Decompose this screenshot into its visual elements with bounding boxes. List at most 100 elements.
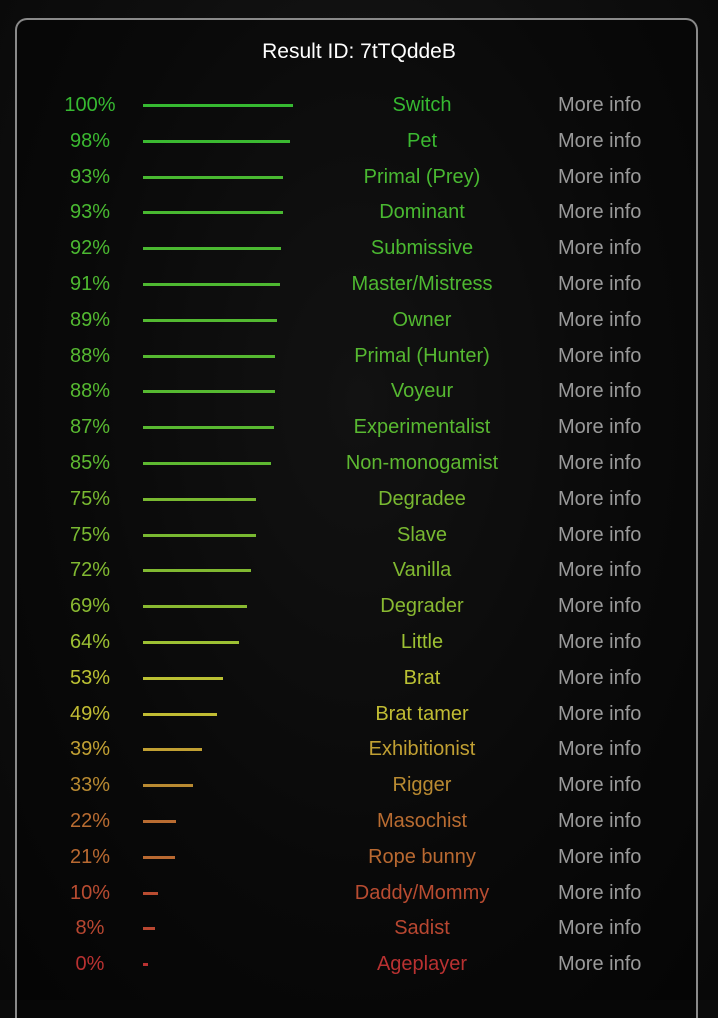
result-row: 93% Dominant More info	[0, 194, 718, 230]
more-info-link[interactable]: More info	[558, 523, 642, 546]
result-row: 100% Switch More info	[0, 87, 718, 123]
result-name: Rigger	[392, 774, 452, 797]
more-info-link[interactable]: More info	[558, 452, 642, 474]
result-row: 72% Vanilla More info	[0, 552, 718, 588]
result-percent: 89%	[69, 308, 111, 331]
result-bar	[143, 676, 223, 680]
result-percent: 88%	[69, 344, 111, 367]
result-row: 93% Primal (Prey) More info	[0, 159, 718, 195]
more-info-link[interactable]: More info	[558, 201, 642, 224]
result-row: 88% Voyeur More info	[0, 373, 718, 409]
result-bar	[143, 891, 158, 895]
result-row: 69% Degrader More info	[0, 588, 718, 624]
more-info-link[interactable]: More info	[558, 738, 642, 761]
result-bar	[143, 390, 275, 394]
result-bar	[143, 605, 247, 609]
result-bar	[143, 533, 256, 537]
result-percent: 93%	[69, 165, 111, 188]
result-row: 39% Exhibitionist More info	[0, 731, 718, 767]
result-percent: 53%	[69, 666, 111, 689]
result-row: 33% Rigger More info	[0, 767, 718, 803]
more-info-link[interactable]: More info	[558, 595, 642, 618]
result-row: 21% Rope bunny More info	[0, 839, 718, 875]
result-bar	[143, 855, 175, 859]
more-info-link[interactable]: More info	[558, 774, 642, 797]
result-name: Masochist	[376, 810, 468, 832]
more-info-link[interactable]: More info	[558, 129, 642, 152]
more-info-link[interactable]: More info	[558, 666, 642, 689]
result-row: 98% Pet More info	[0, 123, 718, 159]
result-percent: 93%	[69, 201, 111, 224]
more-info-link[interactable]: More info	[558, 845, 642, 868]
result-bar	[143, 784, 193, 788]
result-bar	[143, 139, 290, 143]
more-info-link[interactable]: More info	[558, 416, 642, 439]
more-info-link[interactable]: More info	[558, 917, 642, 940]
result-row: 75% Slave More info	[0, 517, 718, 553]
result-bar	[143, 283, 280, 286]
result-bar	[143, 497, 256, 501]
result-bar	[143, 712, 217, 716]
result-percent: 21%	[69, 845, 111, 868]
result-percent: 87%	[69, 416, 111, 439]
result-row: 87% Experimentalist More info	[0, 409, 718, 445]
result-name: Primal (Prey)	[363, 165, 481, 188]
more-info-link[interactable]: More info	[558, 559, 642, 582]
result-bar	[143, 748, 202, 752]
more-info-link[interactable]: More info	[558, 344, 642, 367]
result-percent: 85%	[69, 452, 111, 474]
result-percent: 64%	[69, 631, 111, 653]
more-info-link[interactable]: More info	[558, 94, 642, 116]
result-name: Rope bunny	[368, 845, 476, 868]
result-percent: 100%	[64, 94, 116, 116]
more-info-link[interactable]: More info	[558, 631, 642, 653]
more-info-link[interactable]: More info	[558, 237, 642, 260]
more-info-link[interactable]: More info	[558, 273, 642, 295]
result-bar	[143, 175, 283, 179]
result-bar	[143, 104, 293, 107]
result-name: Degradee	[378, 487, 466, 510]
result-name: Non-monogamist	[345, 452, 499, 474]
result-percent: 22%	[69, 810, 111, 832]
result-row: 49% Brat tamer More info	[0, 696, 718, 732]
result-bar	[143, 426, 274, 430]
more-info-link[interactable]: More info	[558, 308, 642, 331]
result-name: Dominant	[379, 201, 465, 224]
result-percent: 49%	[69, 702, 111, 725]
more-info-link[interactable]: More info	[558, 487, 642, 510]
result-name: Voyeur	[390, 380, 454, 403]
results-panel	[15, 18, 698, 1018]
result-percent: 75%	[69, 487, 111, 510]
result-bar	[143, 247, 281, 251]
result-name: Brat	[403, 666, 441, 689]
result-percent: 75%	[69, 523, 111, 546]
result-percent: 0%	[75, 953, 105, 976]
result-row: 88% Primal (Hunter) More info	[0, 338, 718, 374]
result-percent: 88%	[69, 380, 111, 403]
more-info-link[interactable]: More info	[558, 702, 642, 725]
result-name: Submissive	[370, 237, 474, 260]
more-info-link[interactable]: More info	[558, 881, 642, 904]
result-name: Master/Mistress	[351, 273, 493, 295]
more-info-link[interactable]: More info	[558, 380, 642, 403]
result-name: Daddy/Mommy	[354, 881, 490, 904]
result-row: 64% Little More info	[0, 624, 718, 660]
result-percent: 33%	[69, 774, 111, 797]
result-bar	[143, 211, 283, 215]
result-bar	[143, 318, 277, 322]
result-name: Degrader	[380, 595, 464, 618]
result-name: Owner	[392, 308, 452, 331]
result-name: Experimentalist	[353, 416, 491, 439]
result-name: Vanilla	[392, 559, 452, 582]
result-row: 91% Master/Mistress More info	[0, 266, 718, 302]
result-bar	[143, 963, 148, 967]
more-info-link[interactable]: More info	[558, 953, 642, 976]
result-row: 0% Ageplayer More info	[0, 946, 718, 982]
more-info-link[interactable]: More info	[558, 810, 642, 832]
more-info-link[interactable]: More info	[558, 165, 642, 188]
result-percent: 98%	[69, 129, 111, 152]
result-bar	[143, 354, 275, 358]
result-name: Slave	[396, 523, 448, 546]
result-percent: 8%	[75, 917, 105, 940]
